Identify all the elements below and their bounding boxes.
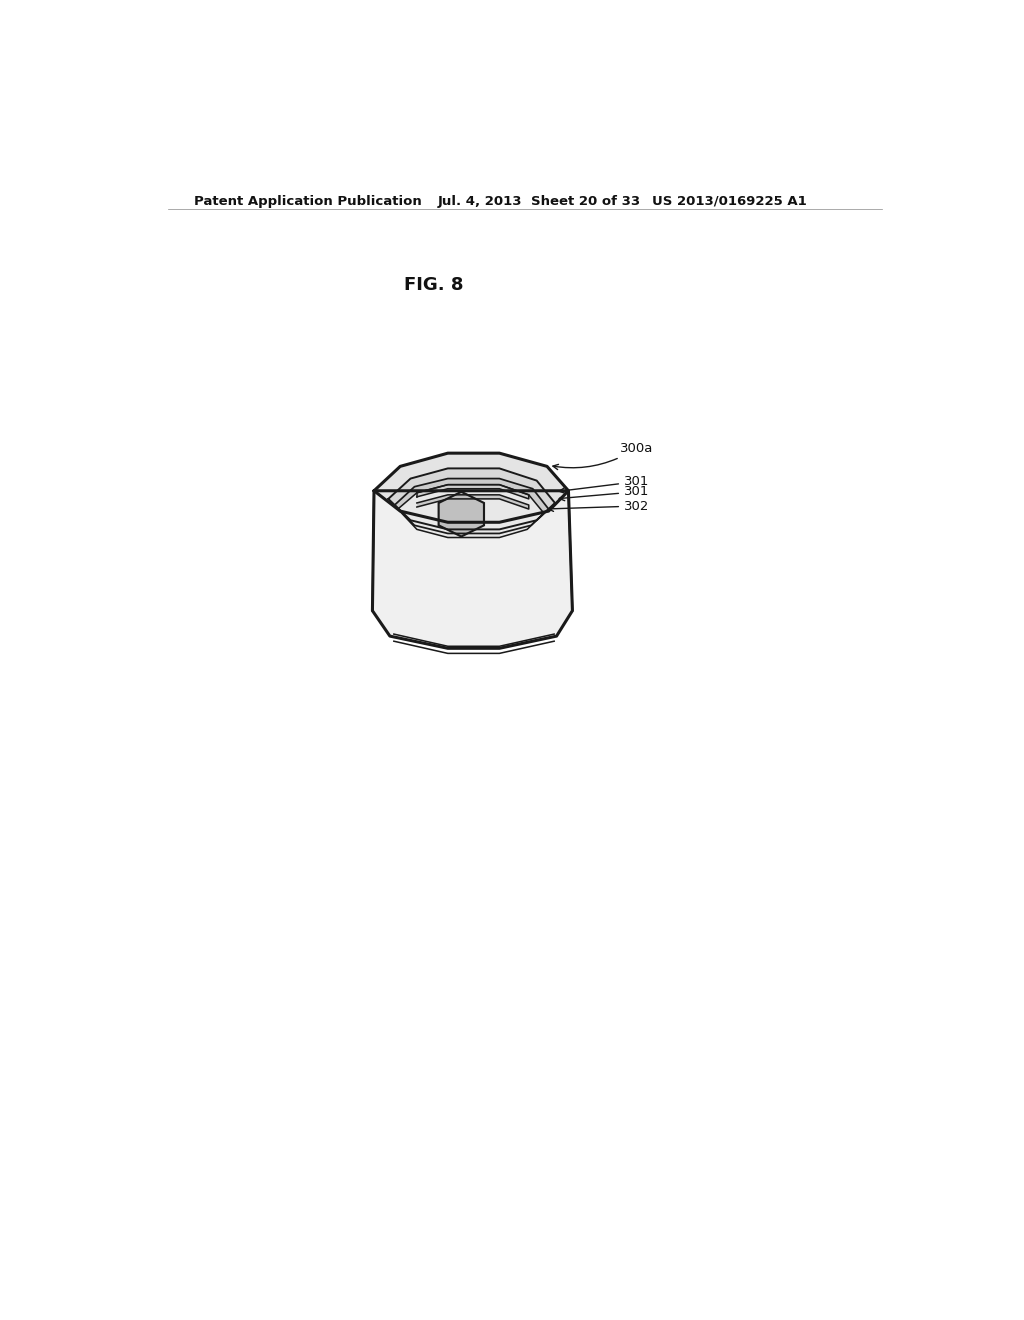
Text: Sheet 20 of 33: Sheet 20 of 33 bbox=[531, 195, 640, 209]
Text: 301: 301 bbox=[559, 475, 649, 494]
Polygon shape bbox=[373, 491, 572, 648]
Polygon shape bbox=[397, 484, 544, 537]
Text: 301: 301 bbox=[559, 486, 649, 500]
Polygon shape bbox=[394, 479, 549, 533]
Text: Jul. 4, 2013: Jul. 4, 2013 bbox=[437, 195, 522, 209]
Text: US 2013/0169225 A1: US 2013/0169225 A1 bbox=[652, 195, 807, 209]
Text: Patent Application Publication: Patent Application Publication bbox=[194, 195, 422, 209]
Polygon shape bbox=[388, 469, 555, 529]
Text: 302: 302 bbox=[548, 499, 649, 512]
Text: FIG. 8: FIG. 8 bbox=[403, 276, 463, 294]
Polygon shape bbox=[374, 453, 568, 523]
Text: 300a: 300a bbox=[553, 442, 653, 470]
Polygon shape bbox=[417, 495, 528, 510]
Polygon shape bbox=[438, 492, 484, 536]
Polygon shape bbox=[417, 484, 528, 499]
